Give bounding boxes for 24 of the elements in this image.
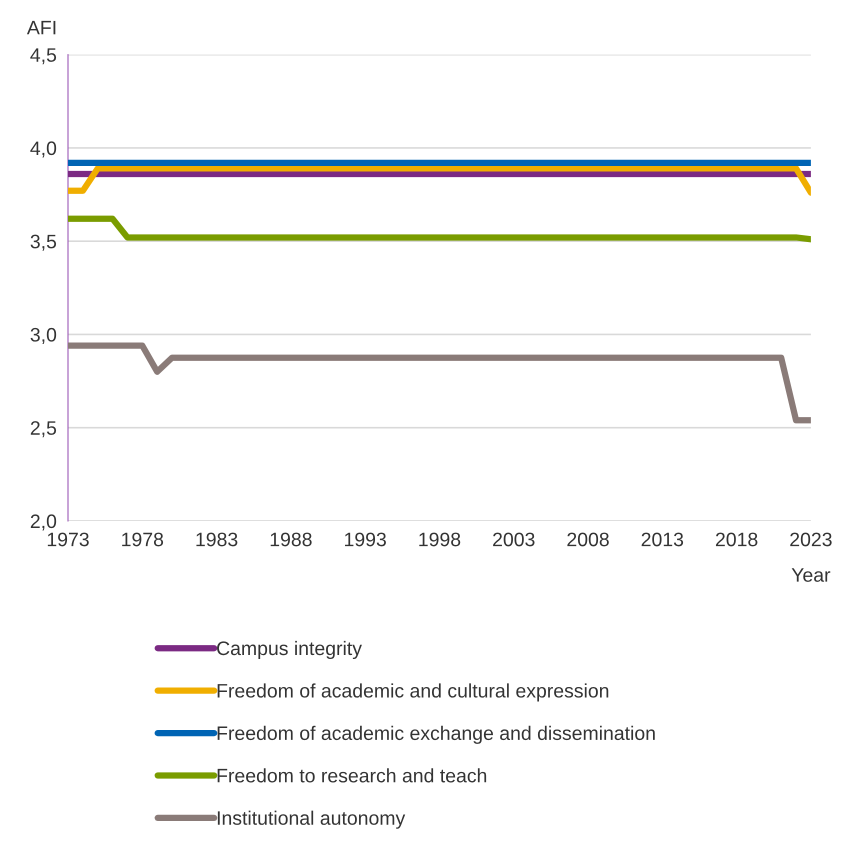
x-tick-label: 1993 xyxy=(345,532,386,546)
y-tick-label: 3,0 xyxy=(30,328,56,344)
x-tick-label: 1983 xyxy=(196,532,238,546)
legend-label: Campus integrity xyxy=(217,640,362,660)
x-tick-label: 1998 xyxy=(419,532,460,546)
y-tick-label: 4,5 xyxy=(30,48,56,64)
y-tick-label: 3,5 xyxy=(30,234,56,251)
x-tick-label: 1973 xyxy=(48,532,89,546)
legend-label: Freedom of academic and cultural expression xyxy=(218,683,608,702)
legend-label: Freedom to research and teach xyxy=(218,768,486,782)
x-tick-label: 2018 xyxy=(716,532,758,546)
y-axis-title: AFI xyxy=(26,20,56,34)
x-tick-label: 1978 xyxy=(122,532,164,546)
y-tick-label: 2,5 xyxy=(30,421,56,438)
x-tick-label: 2013 xyxy=(642,532,684,546)
x-tick-label: 2023 xyxy=(790,532,832,546)
x-axis-title: Year xyxy=(792,568,830,582)
x-tick-label: 2008 xyxy=(567,532,609,546)
x-tick-label: 2003 xyxy=(493,532,535,546)
legend-label: Freedom of academic exchange and dissemination xyxy=(218,726,655,744)
y-tick-label: 2,0 xyxy=(30,514,56,530)
x-tick-label: 1988 xyxy=(270,532,312,546)
y-tick-label: 4,0 xyxy=(30,141,56,158)
legend-label: Institutional autonomy xyxy=(218,810,406,829)
